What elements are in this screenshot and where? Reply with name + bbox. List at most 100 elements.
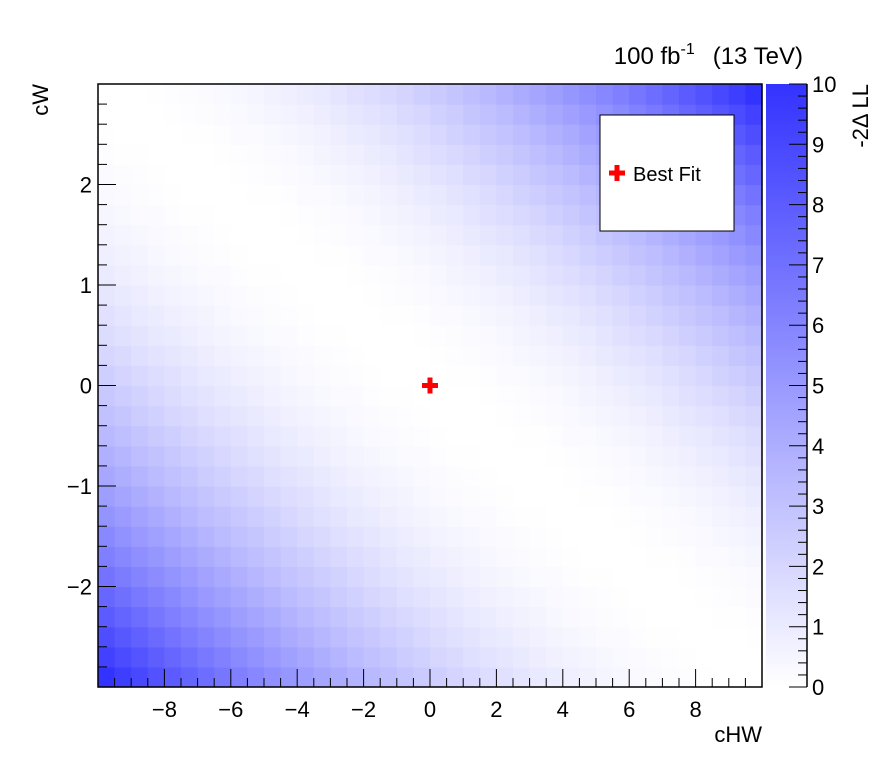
heatmap-cell — [313, 486, 331, 507]
heatmap-cell — [247, 385, 265, 407]
heatmap-cell — [330, 345, 348, 366]
heatmap-cell — [280, 646, 298, 668]
heatmap-cell — [430, 144, 448, 165]
heatmap-cell — [197, 486, 215, 507]
heatmap-cell — [98, 345, 116, 366]
heatmap-cell — [629, 566, 647, 588]
heatmap-cell — [529, 506, 547, 527]
heatmap-cell — [728, 666, 746, 688]
heatmap-cell — [330, 566, 348, 588]
heatmap-cell — [147, 546, 165, 567]
heatmap-cell — [579, 606, 597, 628]
heatmap-cell — [463, 445, 481, 467]
energy-label: (13 TeV) — [713, 43, 803, 70]
heatmap-cell — [280, 546, 298, 567]
heatmap-cell — [479, 566, 497, 588]
heatmap-cell — [529, 305, 547, 326]
heatmap-cell — [164, 385, 182, 407]
heatmap-cell — [562, 204, 580, 226]
heatmap-cell — [131, 84, 149, 105]
heatmap-cell — [546, 164, 564, 186]
heatmap-cell — [181, 305, 199, 326]
heatmap-cell — [479, 626, 497, 648]
heatmap-cell — [645, 244, 663, 266]
heatmap-cell — [662, 626, 680, 648]
heatmap-cell — [562, 305, 580, 326]
best-fit-plus-vertical — [427, 377, 433, 394]
heatmap-cell — [728, 526, 746, 547]
heatmap-cell — [529, 124, 547, 145]
heatmap-cell — [479, 305, 497, 326]
heatmap-cell — [529, 84, 547, 105]
heatmap-cell — [679, 666, 697, 688]
heatmap-cell — [214, 244, 232, 266]
heatmap-cell — [247, 184, 265, 206]
heatmap-cell — [147, 285, 165, 306]
heatmap-cell — [396, 666, 414, 688]
heatmap-cell — [596, 626, 614, 648]
heatmap-cell — [114, 506, 132, 527]
heatmap-cell — [347, 526, 365, 547]
heatmap-cell — [446, 325, 464, 346]
heatmap-cell — [280, 365, 298, 387]
y-tick-label: −1 — [67, 474, 92, 499]
heatmap-cell — [114, 144, 132, 165]
heatmap-cell — [546, 124, 564, 145]
heatmap-cell — [562, 546, 580, 567]
heatmap-cell — [98, 465, 116, 487]
heatmap-cell — [679, 385, 697, 407]
heatmap-cell — [596, 586, 614, 608]
heatmap-cell — [612, 526, 630, 547]
heatmap-cell — [546, 546, 564, 567]
heatmap-cell — [396, 224, 414, 246]
heatmap-cell — [596, 405, 614, 427]
heatmap-cell — [230, 345, 248, 366]
heatmap-cell — [745, 305, 763, 326]
heatmap-cell — [562, 84, 580, 105]
heatmap-cell — [264, 405, 282, 427]
heatmap-cell — [214, 445, 232, 467]
heatmap-cell — [280, 264, 298, 286]
heatmap-cell — [363, 264, 381, 286]
heatmap-cell — [396, 204, 414, 226]
heatmap-cell — [579, 264, 597, 286]
heatmap-cell — [745, 224, 763, 246]
heatmap-cell — [197, 164, 215, 186]
heatmap-cell — [396, 425, 414, 447]
heatmap-cell — [463, 144, 481, 165]
heatmap-cell — [579, 204, 597, 226]
heatmap-cell — [695, 526, 713, 547]
heatmap-cell — [147, 204, 165, 226]
heatmap-cell — [546, 425, 564, 447]
heatmap-cell — [479, 144, 497, 165]
heatmap-cell — [430, 405, 448, 427]
heatmap-cell — [197, 244, 215, 266]
heatmap-cell — [131, 365, 149, 387]
heatmap-cell — [529, 385, 547, 407]
heatmap-cell — [164, 465, 182, 487]
heatmap-cell — [264, 84, 282, 105]
heatmap-cell — [98, 566, 116, 588]
heatmap-cell — [529, 486, 547, 507]
heatmap-cell — [347, 345, 365, 366]
heatmap-cell — [114, 626, 132, 648]
heatmap-cell — [197, 506, 215, 527]
heatmap-cell — [579, 465, 597, 487]
heatmap-cell — [413, 506, 431, 527]
heatmap-cell — [214, 506, 232, 527]
heatmap-cell — [313, 264, 331, 286]
heatmap-cell — [579, 486, 597, 507]
heatmap-cell — [579, 144, 597, 165]
heatmap-cell — [629, 425, 647, 447]
heatmap-cell — [164, 365, 182, 387]
heatmap-cell — [695, 445, 713, 467]
heatmap-cell — [247, 445, 265, 467]
heatmap-cell — [579, 666, 597, 688]
heatmap-cell — [413, 264, 431, 286]
heatmap-cell — [645, 506, 663, 527]
heatmap-cell — [114, 365, 132, 387]
heatmap-cell — [297, 144, 315, 165]
heatmap-cell — [513, 465, 531, 487]
heatmap-cell — [479, 204, 497, 226]
heatmap-cell — [496, 345, 514, 366]
